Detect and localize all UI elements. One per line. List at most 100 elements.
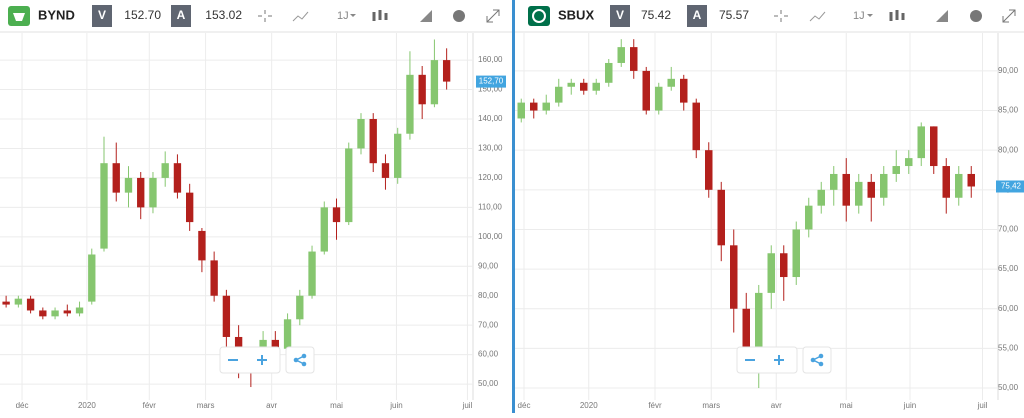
candle-body xyxy=(296,295,304,320)
x-tick-label: juin xyxy=(903,401,916,410)
candle-body xyxy=(88,254,96,302)
candle-body xyxy=(332,207,341,223)
ask-box[interactable] xyxy=(687,5,707,27)
candle-body xyxy=(186,192,194,223)
candle-body xyxy=(642,70,650,111)
share-dot xyxy=(293,357,299,363)
candle-body xyxy=(942,166,950,198)
zoom-controls xyxy=(219,346,832,374)
toolbar-bg xyxy=(515,0,1024,32)
crosshair-icon[interactable] xyxy=(774,10,788,22)
bid-label: V xyxy=(98,8,106,22)
x-tick-label: mai xyxy=(330,401,343,410)
candle-body xyxy=(655,86,663,111)
zoom-in[interactable] xyxy=(774,355,784,365)
candle-body xyxy=(592,82,600,91)
candle-body xyxy=(51,310,59,317)
candle-body xyxy=(149,177,157,208)
candle-body xyxy=(320,207,328,252)
candle-icon[interactable] xyxy=(889,10,905,21)
last-price-label: 75,42 xyxy=(1001,182,1022,191)
x-tick-label: juin xyxy=(389,401,402,410)
candle-body xyxy=(567,82,575,87)
toolbar: SBUX V 75.42 A 75.57 1J xyxy=(515,0,1024,33)
last-price-marker xyxy=(476,75,506,88)
x-tick-label: mars xyxy=(702,401,720,410)
y-tick-label: 80,00 xyxy=(998,145,1019,154)
zoom-in[interactable] xyxy=(257,355,267,365)
x-tick-label: mars xyxy=(197,401,215,410)
period[interactable]: 1J xyxy=(337,10,349,22)
candle-body xyxy=(381,163,390,178)
share-dot xyxy=(301,361,307,367)
candle-body xyxy=(892,166,900,174)
y-tick-label: 50,00 xyxy=(478,379,499,388)
expand-icon[interactable] xyxy=(486,9,500,23)
last-price-marker xyxy=(996,180,1024,193)
ask-box[interactable] xyxy=(171,5,191,27)
y-tick-label: 150,00 xyxy=(478,85,503,94)
y-tick-label: 70,00 xyxy=(478,320,499,329)
candle-body xyxy=(930,126,938,167)
candle-icon[interactable] xyxy=(372,10,388,21)
candle-body xyxy=(817,189,825,206)
y-tick-label: 110,00 xyxy=(478,202,502,211)
candle-body xyxy=(75,307,84,314)
settings-icon[interactable] xyxy=(970,10,982,22)
candle-body xyxy=(14,298,23,305)
candle-body xyxy=(542,102,550,111)
candle-body xyxy=(357,119,365,149)
share-dot xyxy=(301,353,307,359)
charts: 50,00 60,00 70,00 80,00 90,00 100,00 110,00 120… xyxy=(0,33,1024,410)
bid-box[interactable] xyxy=(610,5,630,27)
settings-icon[interactable] xyxy=(453,10,465,22)
candle-body xyxy=(308,251,316,296)
ask-price: 153.02 xyxy=(205,8,242,22)
logo-icon xyxy=(532,9,546,23)
symbol: BYND xyxy=(38,7,75,22)
share-dot xyxy=(818,353,824,359)
y-tick-label: 100,00 xyxy=(478,232,503,241)
candle-body xyxy=(780,253,788,278)
y-tick-label: 70,00 xyxy=(998,225,1019,234)
candle-body xyxy=(917,126,925,159)
candle-body xyxy=(717,189,725,246)
y-tick-label: 90,00 xyxy=(478,261,499,270)
expand-icon[interactable] xyxy=(1002,9,1016,23)
draw-icon[interactable] xyxy=(936,10,948,22)
share-box xyxy=(285,346,315,374)
y-tick-label: 60,00 xyxy=(478,350,499,359)
chart: 50,0055,0060,0065,0070,0075,0080,0085,00… xyxy=(515,33,1024,410)
bid-box[interactable] xyxy=(92,5,112,27)
y-tick-label: 90,00 xyxy=(998,66,1019,75)
candle-body xyxy=(26,298,35,311)
candle-body xyxy=(855,181,863,206)
candle-body xyxy=(369,119,377,164)
last-price-label: 152,70 xyxy=(479,77,504,86)
candle-body xyxy=(705,150,713,190)
chart-type-icon[interactable] xyxy=(809,11,826,22)
candle-body xyxy=(442,60,451,82)
period[interactable]: 1J xyxy=(853,10,865,22)
chart-type-icon[interactable] xyxy=(292,11,309,22)
candle-body xyxy=(63,310,71,314)
x-tick-label: avr xyxy=(771,401,782,410)
candle-body xyxy=(830,173,838,190)
ask-price: 75.57 xyxy=(719,8,749,22)
share-box xyxy=(802,346,832,374)
toolbar: BYND V 152.70 A 153.02 1J xyxy=(0,0,512,33)
x-tick-label: mai xyxy=(840,401,853,410)
crosshair-icon[interactable] xyxy=(258,10,272,22)
candle-body xyxy=(430,60,439,105)
candle-body xyxy=(967,173,975,187)
draw-icon[interactable] xyxy=(420,10,432,22)
x-tick-label: déc xyxy=(16,401,29,410)
x-tick-label: 2020 xyxy=(78,401,96,410)
candle-body xyxy=(617,47,625,63)
y-tick-label: 65,00 xyxy=(998,264,1019,273)
candle-body xyxy=(580,82,588,91)
y-tick-label: 140,00 xyxy=(478,114,503,123)
candle-body xyxy=(161,163,169,178)
candle-body xyxy=(2,301,10,305)
y-tick-label: 60,00 xyxy=(998,304,1019,313)
